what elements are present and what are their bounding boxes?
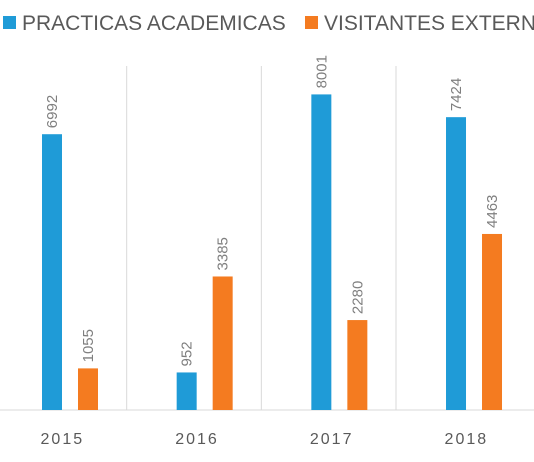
legend-swatch-practicas <box>3 16 16 29</box>
data-label-visitantes-2015: 1055 <box>80 329 97 362</box>
bar-practicas-2018 <box>446 117 467 411</box>
bars <box>42 94 503 411</box>
x-tick-2018: 2018 <box>445 431 489 448</box>
bar-visitantes-2017 <box>347 320 368 410</box>
data-label-visitantes-2018: 4463 <box>484 195 501 228</box>
x-tick-2016: 2016 <box>175 431 219 448</box>
legend-swatch-visitantes <box>305 16 318 29</box>
data-label-visitantes-2017: 2280 <box>349 281 366 314</box>
bar-practicas-2015 <box>42 134 62 410</box>
data-label-visitantes-2016: 3385 <box>215 237 232 270</box>
legend-label-practicas: PRACTICAS ACADEMICAS <box>22 12 286 35</box>
data-label-practicas-2017: 8001 <box>313 55 330 88</box>
x-tick-2017: 2017 <box>310 431 354 448</box>
bar-practicas-2017 <box>311 94 332 410</box>
data-label-practicas-2016: 952 <box>179 341 196 366</box>
bar-visitantes-2018 <box>482 233 503 410</box>
data-label-practicas-2015: 6992 <box>44 95 61 128</box>
x-tick-2015: 2015 <box>41 431 85 448</box>
x-axis-ticks: 2015 2016 2017 2018 <box>41 431 489 448</box>
bar-practicas-2016 <box>176 372 197 410</box>
data-label-practicas-2018: 7424 <box>448 78 465 111</box>
bar-visitantes-2015 <box>78 368 98 410</box>
bar-visitantes-2016 <box>212 276 233 410</box>
gridlines <box>126 66 397 410</box>
legend-label-visitantes: VISITANTES EXTERNOS <box>324 12 534 35</box>
legend: PRACTICAS ACADEMICAS VISITANTES EXTERNOS <box>3 12 534 35</box>
data-labels: 6992 1055 952 3385 8001 2280 7424 4463 <box>44 55 501 366</box>
